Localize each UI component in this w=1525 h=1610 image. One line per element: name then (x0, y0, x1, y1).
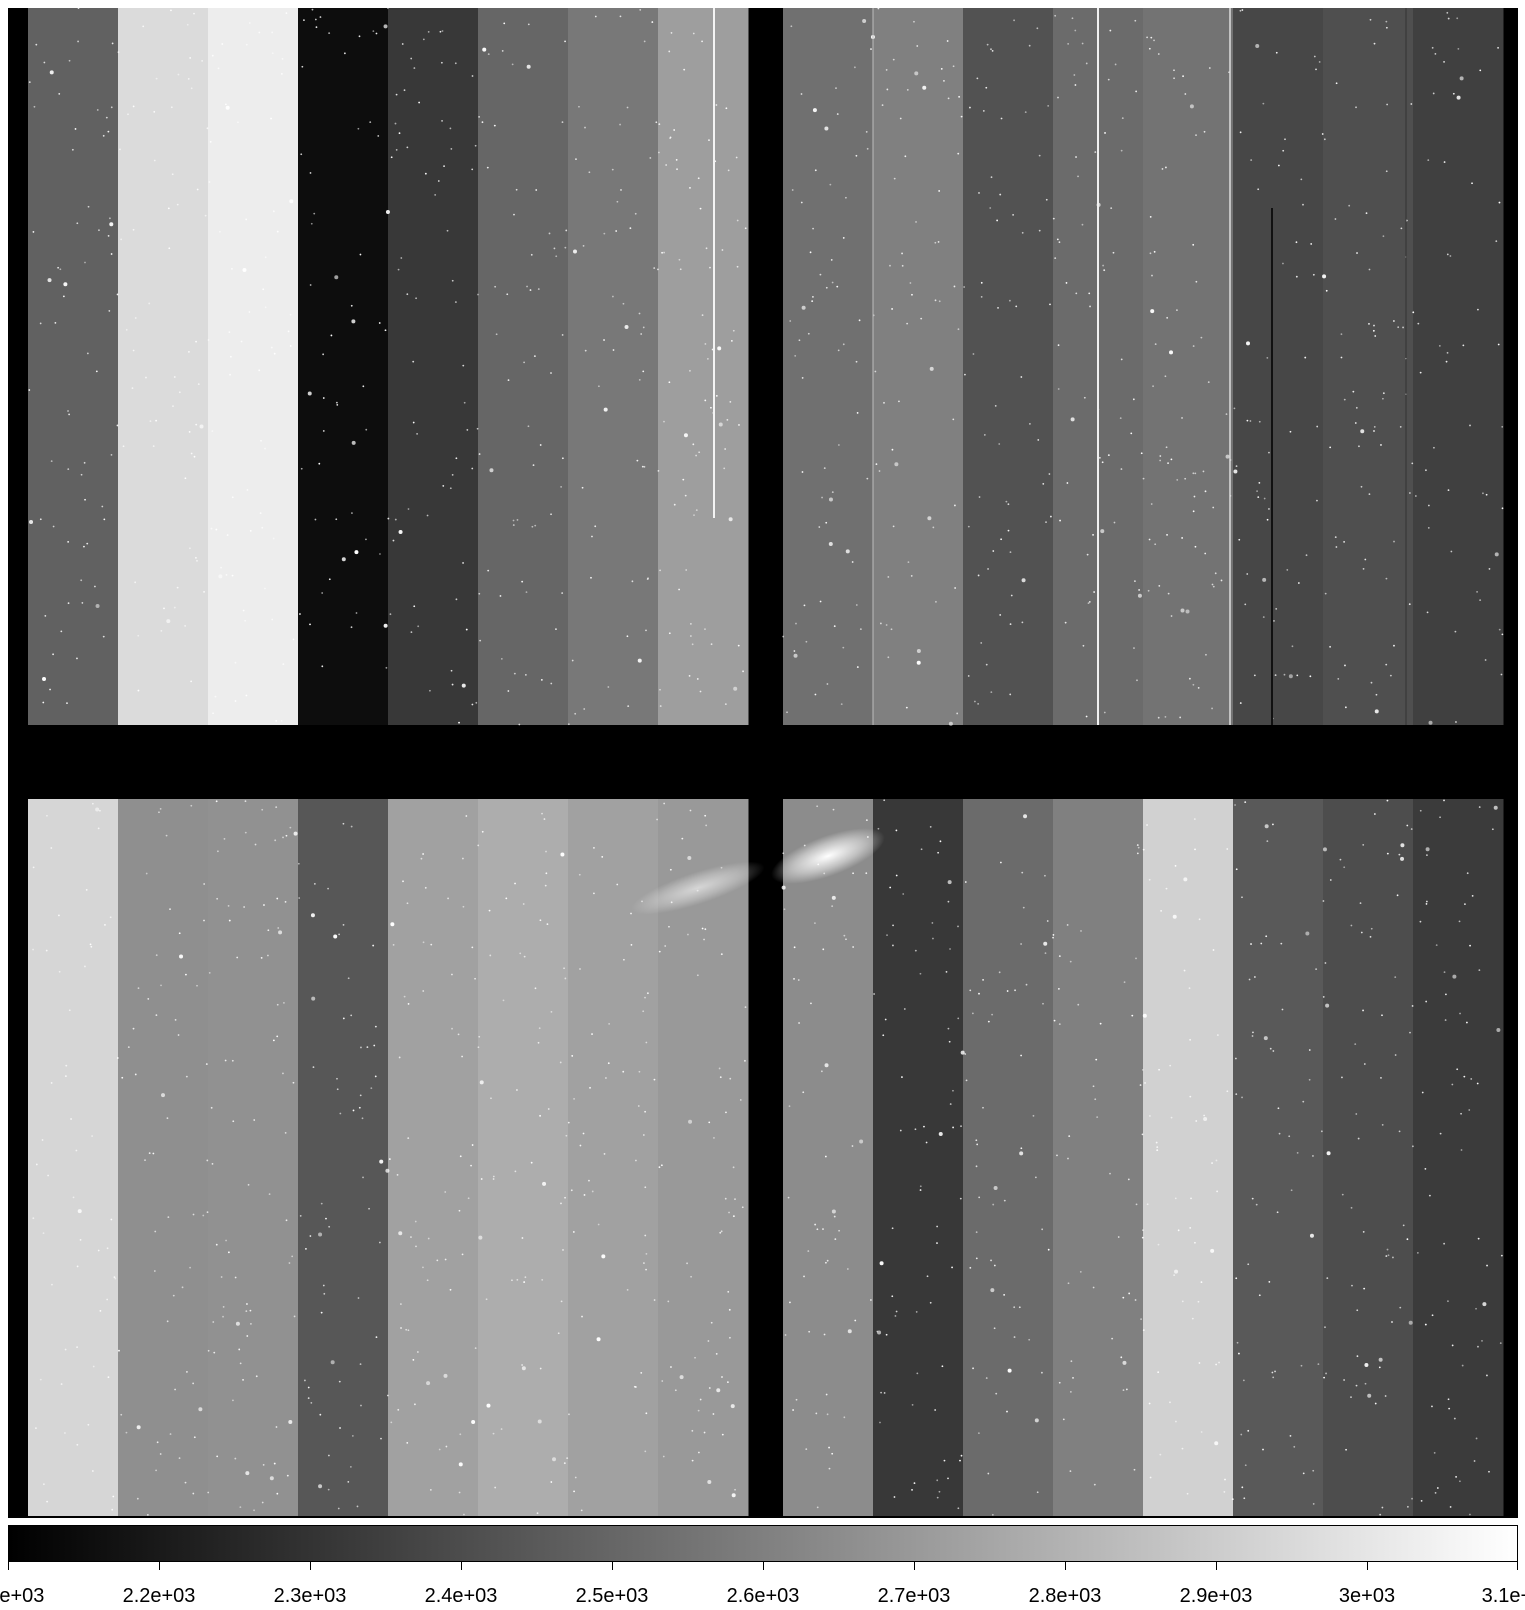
amplifier-stripe (118, 799, 209, 1516)
colorbar-tick (8, 1562, 9, 1570)
image-viewer[interactable] (8, 8, 1518, 1518)
amplifier-stripe (1143, 799, 1234, 1516)
amplifier-stripe (783, 799, 874, 1516)
amplifier-stripe (478, 8, 569, 725)
colorbar-tick-label: 2.1e+03 (0, 1585, 45, 1607)
colorbar-tick (159, 1562, 160, 1570)
colorbar-tick-label: 2.3e+03 (273, 1585, 347, 1607)
amplifier-stripe (208, 8, 299, 725)
colorbar-tick (612, 1562, 613, 1570)
amplifier-stripe (873, 8, 964, 725)
galaxy-halo (631, 861, 765, 915)
amplifier-stripe (118, 8, 209, 725)
amplifier-stripe (478, 799, 569, 1516)
amplifier-stripe (1323, 8, 1414, 725)
amplifier-stripe (388, 8, 479, 725)
amplifier-stripe (658, 799, 749, 1516)
amplifier-stripe (568, 799, 659, 1516)
amplifier-stripe (388, 799, 479, 1516)
colorbar-tick-label: 2.5e+03 (575, 1585, 649, 1607)
colorbar-tick (1367, 1562, 1368, 1570)
colorbar-tick (1517, 1562, 1518, 1570)
colorbar (8, 1525, 1518, 1562)
amplifier-stripe (568, 8, 659, 725)
colorbar-tick-label: 2.9e+03 (1179, 1585, 1253, 1607)
amplifier-stripe (298, 799, 389, 1516)
colorbar-tick-label: 2.8e+03 (1028, 1585, 1102, 1607)
star-field (28, 8, 1504, 1516)
amplifier-stripe (873, 799, 964, 1516)
amplifier-stripe (1413, 8, 1504, 725)
colorbar-tick (310, 1562, 311, 1570)
amplifier-stripe (963, 8, 1054, 725)
colorbar-tick-label: 2.2e+03 (122, 1585, 196, 1607)
amplifier-stripe (963, 799, 1054, 1516)
mosaic-image (28, 8, 1504, 1516)
colorbar-ticks (8, 1562, 1518, 1572)
amplifier-stripe (298, 8, 389, 725)
colorbar-tick (1216, 1562, 1217, 1570)
colorbar-tick (763, 1562, 764, 1570)
colorbar-tick (1065, 1562, 1066, 1570)
amplifier-stripe (783, 8, 874, 725)
bright-galaxy (771, 828, 885, 884)
amplifier-stripe (208, 799, 299, 1516)
amplifier-stripe (28, 8, 119, 725)
amplifier-stripe (658, 8, 749, 725)
colorbar-tick-label: 3e+03 (1338, 1585, 1396, 1607)
amplifier-stripe (1233, 799, 1324, 1516)
colorbar-tick-label: 2.7e+03 (877, 1585, 951, 1607)
colorbar-tick (914, 1562, 915, 1570)
colorbar-tick-label: 2.6e+03 (726, 1585, 800, 1607)
colorbar-tick (461, 1562, 462, 1570)
amplifier-stripe (1143, 8, 1234, 725)
colorbar-tick-label: 2.4e+03 (424, 1585, 498, 1607)
colorbar-tick-label: 3.1e+03 (1481, 1585, 1525, 1607)
amplifier-stripe (1053, 799, 1144, 1516)
amplifier-stripe (1413, 799, 1504, 1516)
amplifier-stripe (28, 799, 119, 1516)
amplifier-stripe (1323, 799, 1414, 1516)
amplifier-stripe (1233, 8, 1324, 725)
